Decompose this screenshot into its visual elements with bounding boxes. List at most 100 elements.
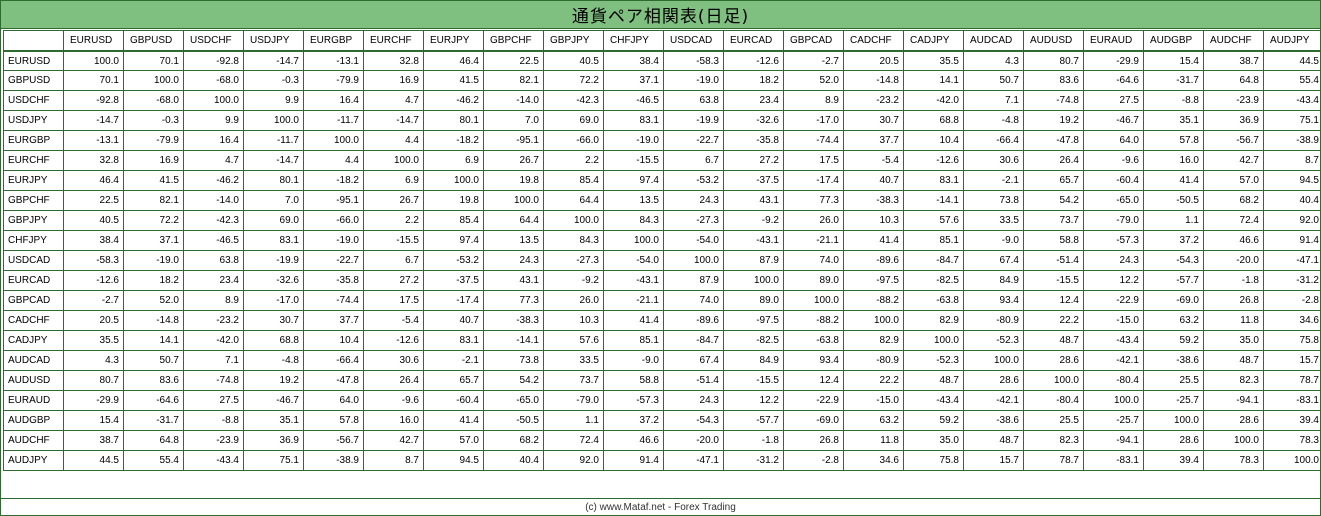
correlation-cell: -22.7 bbox=[304, 251, 364, 271]
correlation-cell: 92.0 bbox=[1264, 211, 1321, 231]
correlation-cell: -56.7 bbox=[1204, 131, 1264, 151]
correlation-cell: 16.0 bbox=[364, 411, 424, 431]
correlation-cell: 69.0 bbox=[244, 211, 304, 231]
correlation-cell: 22.2 bbox=[844, 371, 904, 391]
correlation-cell: 100.0 bbox=[1144, 411, 1204, 431]
correlation-cell: -60.4 bbox=[1084, 171, 1144, 191]
corner-cell bbox=[3, 30, 64, 51]
correlation-cell: 100.0 bbox=[604, 231, 664, 251]
correlation-cell: 69.0 bbox=[544, 111, 604, 131]
correlation-cell: 9.9 bbox=[244, 91, 304, 111]
correlation-cell: -56.7 bbox=[304, 431, 364, 451]
correlation-cell: -19.0 bbox=[304, 231, 364, 251]
correlation-cell: -51.4 bbox=[1024, 251, 1084, 271]
correlation-cell: 64.0 bbox=[1084, 131, 1144, 151]
correlation-cell: 64.8 bbox=[1204, 71, 1264, 91]
correlation-cell: 63.2 bbox=[1144, 311, 1204, 331]
correlation-cell: -69.0 bbox=[784, 411, 844, 431]
correlation-cell: 84.3 bbox=[604, 211, 664, 231]
table-row: USDCAD -58.3 -19.0 63.8 -19.9 -22.7 6.7 -53.2 24… bbox=[3, 251, 1321, 271]
row-header-eurusd: EURUSD bbox=[3, 51, 64, 71]
correlation-cell: 16.4 bbox=[304, 91, 364, 111]
row-header-gbpjpy: GBPJPY bbox=[3, 211, 64, 231]
correlation-cell: 12.2 bbox=[724, 391, 784, 411]
correlation-cell: -19.0 bbox=[664, 71, 724, 91]
table-row: AUDCAD 4.3 50.7 7.1 -4.8 -66.4 30.6 -2.1 73.8 33.… bbox=[3, 351, 1321, 371]
correlation-cell: -11.7 bbox=[304, 111, 364, 131]
correlation-cell: -58.3 bbox=[64, 251, 124, 271]
correlation-cell: 67.4 bbox=[964, 251, 1024, 271]
correlation-cell: 57.0 bbox=[424, 431, 484, 451]
correlation-cell: 37.1 bbox=[604, 71, 664, 91]
table-row: AUDUSD 80.7 83.6 -74.8 19.2 -47.8 26.4 65.7 54.2… bbox=[3, 371, 1321, 391]
correlation-cell: 48.7 bbox=[904, 371, 964, 391]
correlation-cell: 41.4 bbox=[844, 231, 904, 251]
correlation-cell: -17.4 bbox=[784, 171, 844, 191]
correlation-cell: 77.3 bbox=[484, 291, 544, 311]
correlation-cell: -9.0 bbox=[604, 351, 664, 371]
correlation-cell: -35.8 bbox=[724, 131, 784, 151]
column-header-audchf: AUDCHF bbox=[1204, 30, 1264, 51]
correlation-cell: 4.7 bbox=[184, 151, 244, 171]
correlation-cell: -94.1 bbox=[1204, 391, 1264, 411]
correlation-cell: 15.4 bbox=[1144, 51, 1204, 71]
correlation-cell: 22.2 bbox=[1024, 311, 1084, 331]
correlation-cell: 15.7 bbox=[1264, 351, 1321, 371]
correlation-cell: 59.2 bbox=[1144, 331, 1204, 351]
correlation-cell: 27.2 bbox=[724, 151, 784, 171]
correlation-cell: 97.4 bbox=[604, 171, 664, 191]
row-header-chfjpy: CHFJPY bbox=[3, 231, 64, 251]
correlation-cell: -68.0 bbox=[184, 71, 244, 91]
correlation-cell: -84.7 bbox=[904, 251, 964, 271]
correlation-cell: 80.1 bbox=[244, 171, 304, 191]
correlation-cell: 26.8 bbox=[784, 431, 844, 451]
correlation-cell: 38.7 bbox=[1204, 51, 1264, 71]
correlation-cell: -37.5 bbox=[724, 171, 784, 191]
correlation-cell: 7.1 bbox=[964, 91, 1024, 111]
correlation-cell: -80.4 bbox=[1084, 371, 1144, 391]
correlation-cell: 57.8 bbox=[1144, 131, 1204, 151]
correlation-cell: 13.5 bbox=[604, 191, 664, 211]
correlation-cell: 26.7 bbox=[484, 151, 544, 171]
correlation-cell: -23.2 bbox=[844, 91, 904, 111]
correlation-cell: 43.1 bbox=[724, 191, 784, 211]
correlation-cell: 40.4 bbox=[1264, 191, 1321, 211]
correlation-cell: 30.7 bbox=[244, 311, 304, 331]
correlation-cell: 50.7 bbox=[964, 71, 1024, 91]
correlation-cell: 93.4 bbox=[784, 351, 844, 371]
correlation-cell: -92.8 bbox=[64, 91, 124, 111]
correlation-cell: 46.4 bbox=[64, 171, 124, 191]
correlation-cell: -57.3 bbox=[1084, 231, 1144, 251]
correlation-cell: 82.3 bbox=[1204, 371, 1264, 391]
correlation-cell: -66.0 bbox=[304, 211, 364, 231]
table-row: EURCAD -12.6 18.2 23.4 -32.6 -35.8 27.2 -37.5 43… bbox=[3, 271, 1321, 291]
correlation-cell: -79.9 bbox=[304, 71, 364, 91]
correlation-cell: 19.8 bbox=[484, 171, 544, 191]
column-header-eurcad: EURCAD bbox=[724, 30, 784, 51]
correlation-cell: 2.2 bbox=[544, 151, 604, 171]
correlation-cell: 85.4 bbox=[424, 211, 484, 231]
correlation-cell: -2.1 bbox=[964, 171, 1024, 191]
correlation-cell: -14.7 bbox=[244, 151, 304, 171]
correlation-cell: 7.1 bbox=[184, 351, 244, 371]
table-row: AUDJPY 44.5 55.4 -43.4 75.1 -38.9 8.7 94.5 40.4 9… bbox=[3, 451, 1321, 471]
correlation-cell: -38.6 bbox=[964, 411, 1024, 431]
table-row: CADJPY 35.5 14.1 -42.0 68.8 10.4 -12.6 83.1 -14.… bbox=[3, 331, 1321, 351]
correlation-cell: -60.4 bbox=[424, 391, 484, 411]
row-header-audusd: AUDUSD bbox=[3, 371, 64, 391]
correlation-cell: 16.9 bbox=[364, 71, 424, 91]
correlation-cell: 100.0 bbox=[184, 91, 244, 111]
row-header-gbpusd: GBPUSD bbox=[3, 71, 64, 91]
correlation-cell: -82.5 bbox=[724, 331, 784, 351]
correlation-cell: 37.2 bbox=[604, 411, 664, 431]
table-row: CADCHF 20.5 -14.8 -23.2 30.7 37.7 -5.4 40.7 -38.… bbox=[3, 311, 1321, 331]
column-header-audcad: AUDCAD bbox=[964, 30, 1024, 51]
correlation-cell: 4.4 bbox=[364, 131, 424, 151]
correlation-cell: 100.0 bbox=[664, 251, 724, 271]
correlation-cell: 40.5 bbox=[544, 51, 604, 71]
correlation-cell: 75.8 bbox=[1264, 331, 1321, 351]
correlation-cell: 37.2 bbox=[1144, 231, 1204, 251]
correlation-cell: -31.7 bbox=[1144, 71, 1204, 91]
correlation-cell: 40.7 bbox=[424, 311, 484, 331]
correlation-cell: -38.3 bbox=[484, 311, 544, 331]
